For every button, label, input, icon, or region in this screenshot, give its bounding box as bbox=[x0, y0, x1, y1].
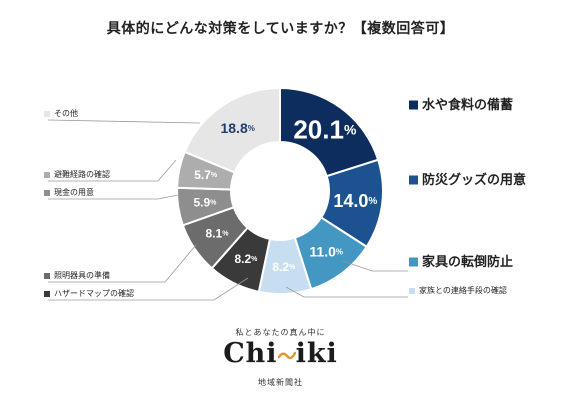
category-label: その他 bbox=[54, 108, 78, 118]
pie-slice bbox=[279, 86, 380, 178]
category-label: 防災グッズの用意 bbox=[422, 172, 526, 188]
logo: Chi iki bbox=[0, 339, 561, 369]
leader-line bbox=[285, 286, 408, 298]
legend-swatch bbox=[409, 257, 418, 267]
slice-value-label: 8.2% bbox=[272, 260, 296, 274]
slice-value-label: 5.7% bbox=[194, 168, 218, 182]
category-label: 水や食料の備蓄 bbox=[422, 97, 513, 113]
leader-line bbox=[48, 194, 179, 200]
category-label: 現金の用意 bbox=[54, 187, 94, 197]
slice-value-label: 5.9% bbox=[193, 196, 217, 210]
logo-text-left: Chi bbox=[223, 338, 278, 369]
legend-swatch bbox=[44, 190, 50, 196]
wave-icon bbox=[277, 351, 296, 359]
slice-value-label: 18.8% bbox=[220, 120, 254, 136]
leader-line bbox=[48, 159, 177, 182]
leader-line bbox=[342, 260, 408, 272]
category-label: 避難経路の確認 bbox=[54, 169, 110, 179]
leader-line bbox=[47, 119, 201, 124]
slice-value-label: 14.0% bbox=[333, 191, 377, 211]
category-label: ハザードマップの確認 bbox=[54, 288, 134, 298]
slice-value-label: 11.0% bbox=[309, 243, 343, 259]
slice-value-label: 8.1% bbox=[206, 227, 230, 241]
slice-value-label: 8.2% bbox=[234, 252, 258, 266]
category-label: 照明器具の準備 bbox=[54, 270, 110, 280]
leader-line bbox=[48, 277, 249, 301]
legend-swatch bbox=[409, 288, 415, 294]
category-label: 家族との連絡手段の確認 bbox=[419, 285, 507, 295]
leader-line bbox=[48, 244, 197, 283]
logo-tagline: 私とあなたの真ん中に bbox=[235, 328, 326, 337]
legend-swatch bbox=[409, 100, 418, 110]
legend-swatch bbox=[44, 172, 50, 178]
category-label: 家具の転倒防止 bbox=[422, 254, 513, 270]
slice-value-label: 20.1% bbox=[293, 115, 357, 145]
logo-text-right: iki bbox=[295, 338, 338, 369]
chart-title: 具体的にどんな対策をしていますか？【複数回答可】 bbox=[106, 21, 455, 37]
pie-slice bbox=[183, 86, 281, 174]
logo-subtitle: 地域新聞社 bbox=[258, 378, 303, 387]
legend-swatch bbox=[44, 291, 50, 297]
legend-swatch bbox=[409, 175, 418, 185]
legend-swatch bbox=[44, 273, 50, 279]
legend-swatch bbox=[44, 111, 50, 117]
